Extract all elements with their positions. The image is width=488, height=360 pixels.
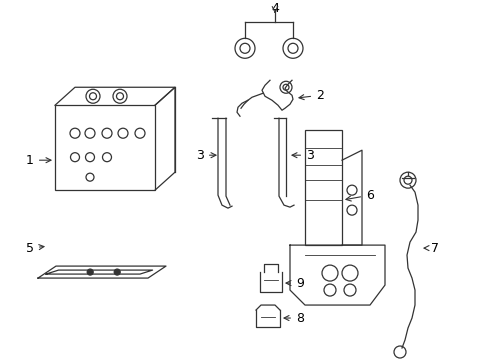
Text: 8: 8	[284, 311, 304, 324]
Text: 3: 3	[196, 149, 216, 162]
Bar	[55, 105, 155, 190]
Text: 7: 7	[423, 242, 438, 255]
Circle shape	[87, 269, 93, 275]
Text: 6: 6	[345, 189, 373, 202]
Text: 5: 5	[26, 242, 44, 255]
Text: 3: 3	[291, 149, 313, 162]
Text: 2: 2	[298, 89, 323, 102]
Text: 4: 4	[270, 2, 278, 15]
Bar	[305, 130, 341, 245]
Text: 9: 9	[285, 276, 304, 289]
Text: 1: 1	[26, 154, 51, 167]
Circle shape	[114, 269, 120, 275]
